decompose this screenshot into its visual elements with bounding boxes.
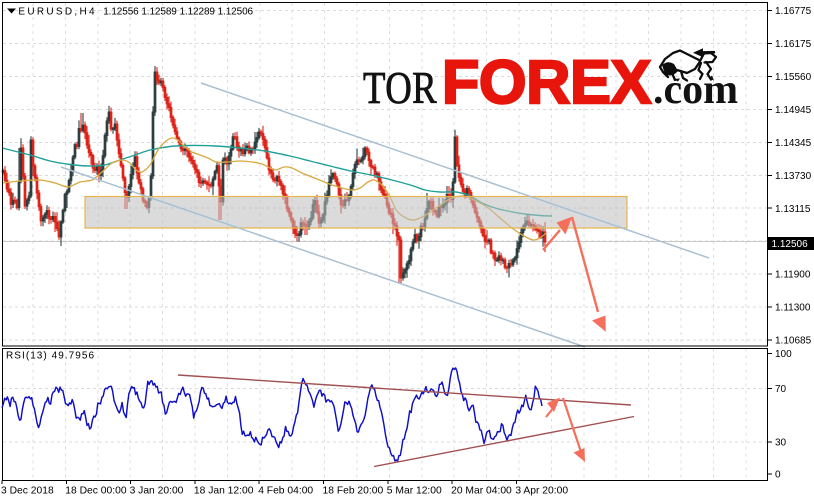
svg-text:1.13115: 1.13115 [775,204,811,215]
svg-text:1.11300: 1.11300 [775,303,811,314]
svg-text:TOR: TOR [363,63,437,114]
svg-text:EURUSD,H4: EURUSD,H4 [18,7,97,18]
svg-text:30: 30 [775,437,787,448]
svg-text:5 Mar 12:00: 5 Mar 12:00 [387,486,442,497]
svg-text:18 Dec 00:00: 18 Dec 00:00 [65,486,127,497]
svg-text:3 Jan 20:00: 3 Jan 20:00 [130,486,184,497]
svg-text:1.16175: 1.16175 [775,39,812,50]
svg-text:20 Mar 04:00: 20 Mar 04:00 [451,486,512,497]
svg-text:1.14945: 1.14945 [775,105,812,116]
svg-text:1.16775: 1.16775 [775,6,812,17]
svg-text:100: 100 [775,349,792,360]
svg-text:70: 70 [775,384,787,395]
svg-text:3 Apr 20:00: 3 Apr 20:00 [515,486,568,497]
svg-text:1.15560: 1.15560 [775,72,812,83]
svg-text:0: 0 [775,469,781,480]
svg-text:RSI(13) 49.7956: RSI(13) 49.7956 [6,351,95,362]
svg-text:18 Jan 12:00: 18 Jan 12:00 [194,486,254,497]
svg-text:1.12556 1.12589 1.12289 1.1250: 1.12556 1.12589 1.12289 1.12506 [103,7,253,18]
svg-text:1.14345: 1.14345 [775,138,812,149]
svg-text:4 Feb 04:00: 4 Feb 04:00 [258,486,313,497]
svg-text:1.13730: 1.13730 [775,171,812,182]
svg-text:1.12506: 1.12506 [772,239,809,250]
svg-text:FOREX: FOREX [442,48,652,116]
svg-text:18 Feb 20:00: 18 Feb 20:00 [323,486,384,497]
svg-text:1.11900: 1.11900 [775,270,811,281]
svg-text:1.10685: 1.10685 [775,336,812,347]
svg-text:3 Dec 2018: 3 Dec 2018 [1,486,54,497]
